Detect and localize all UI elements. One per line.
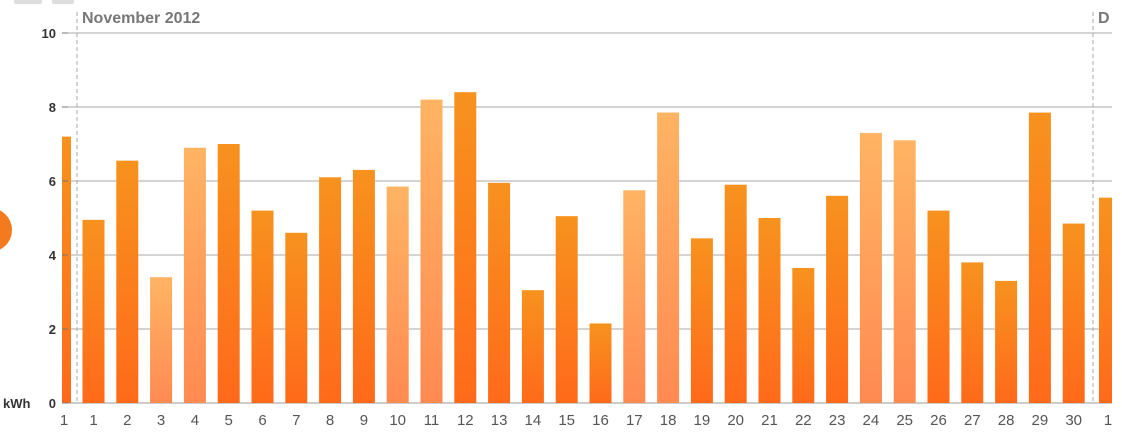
bar-day-3[interactable] bbox=[150, 277, 173, 403]
x-tick-label-18: 18 bbox=[660, 412, 677, 429]
bar-day-28[interactable] bbox=[995, 280, 1018, 403]
prev-period-arrow-icon[interactable] bbox=[0, 208, 12, 252]
bar-day-1[interactable] bbox=[82, 219, 105, 403]
bar-day-29[interactable] bbox=[1028, 112, 1051, 404]
x-tick-label-8: 8 bbox=[326, 412, 334, 429]
bar-next-month[interactable] bbox=[1099, 197, 1112, 403]
toolbar-stub-icon-2 bbox=[52, 0, 74, 4]
y-tick-label-6: 6 bbox=[49, 174, 56, 189]
bar-day-23[interactable] bbox=[826, 195, 849, 403]
bar-day-21[interactable] bbox=[758, 218, 781, 403]
x-tick-label-10: 10 bbox=[389, 412, 406, 429]
x-tick-label-20: 20 bbox=[727, 412, 744, 429]
x-tick-label-1: 1 bbox=[89, 412, 97, 429]
x-tick-label-3: 3 bbox=[157, 412, 165, 429]
x-tick-label-7: 7 bbox=[292, 412, 300, 429]
y-tick-label-8: 8 bbox=[49, 100, 56, 115]
bar-day-16[interactable] bbox=[589, 323, 612, 403]
x-tick-label-25: 25 bbox=[896, 412, 913, 429]
y-axis-ticks: 0 2 4 6 8 10 bbox=[42, 26, 68, 411]
y-tick-label-2: 2 bbox=[49, 322, 56, 337]
x-tick-label-24: 24 bbox=[863, 412, 880, 429]
x-tick-label-19: 19 bbox=[694, 412, 711, 429]
x-tick-label-6: 6 bbox=[258, 412, 266, 429]
bar-prev-month[interactable] bbox=[62, 136, 71, 403]
bar-day-13[interactable] bbox=[488, 182, 511, 403]
bar-day-17[interactable] bbox=[623, 190, 646, 403]
bars bbox=[62, 92, 1112, 404]
bar-day-22[interactable] bbox=[792, 267, 815, 403]
x-tick-label-next: 1 bbox=[1104, 412, 1112, 429]
x-tick-label-27: 27 bbox=[964, 412, 981, 429]
bar-day-6[interactable] bbox=[251, 210, 274, 403]
bar-day-7[interactable] bbox=[285, 232, 308, 403]
bar-day-15[interactable] bbox=[555, 216, 578, 403]
x-tick-label-15: 15 bbox=[558, 412, 575, 429]
month-separators bbox=[76, 12, 1094, 403]
bar-day-20[interactable] bbox=[724, 184, 747, 403]
x-tick-label-14: 14 bbox=[525, 412, 542, 429]
x-tick-label-21: 21 bbox=[761, 412, 778, 429]
y-tick-label-4: 4 bbox=[49, 248, 57, 263]
y-tick-label-10: 10 bbox=[42, 26, 56, 41]
x-tick-label-11: 11 bbox=[424, 412, 440, 429]
x-tick-label-5: 5 bbox=[225, 412, 233, 429]
month-label-november: November 2012 bbox=[82, 10, 200, 27]
month-label-december: D bbox=[1098, 10, 1110, 27]
x-tick-label-30: 30 bbox=[1065, 412, 1082, 429]
bar-day-30[interactable] bbox=[1062, 223, 1085, 403]
bar-day-27[interactable] bbox=[961, 262, 984, 403]
bar-day-25[interactable] bbox=[893, 140, 916, 404]
bar-day-19[interactable] bbox=[690, 238, 713, 403]
y-tick-label-0: 0 bbox=[49, 396, 56, 411]
bar-day-18[interactable] bbox=[657, 112, 680, 404]
x-tick-label-22: 22 bbox=[795, 412, 812, 429]
x-tick-label-23: 23 bbox=[829, 412, 846, 429]
x-tick-label-4: 4 bbox=[191, 412, 199, 429]
bar-day-4[interactable] bbox=[183, 147, 206, 403]
x-tick-label-17: 17 bbox=[626, 412, 643, 429]
x-tick-label-13: 13 bbox=[491, 412, 508, 429]
bar-day-26[interactable] bbox=[927, 210, 950, 403]
x-tick-label-prev: 1 bbox=[60, 412, 68, 429]
x-tick-label-12: 12 bbox=[457, 412, 474, 429]
y-axis-unit-label: kWh bbox=[3, 396, 31, 411]
x-tick-label-28: 28 bbox=[998, 412, 1015, 429]
bar-day-9[interactable] bbox=[352, 169, 375, 403]
toolbar-stub-icon bbox=[14, 0, 42, 4]
bar-day-12[interactable] bbox=[454, 92, 477, 403]
bar-day-24[interactable] bbox=[859, 132, 882, 403]
x-tick-label-2: 2 bbox=[123, 412, 131, 429]
bar-day-5[interactable] bbox=[217, 144, 240, 403]
bar-day-14[interactable] bbox=[521, 290, 544, 403]
x-axis-ticks: 1 1 2 3 4 5 6 7 8 9 10 11 12 13 14 15 16 17 18 19 20 21 22 23 24… bbox=[60, 412, 1112, 429]
bar-day-11[interactable] bbox=[420, 99, 443, 403]
x-tick-label-26: 26 bbox=[930, 412, 947, 429]
bar-day-10[interactable] bbox=[386, 186, 409, 403]
x-tick-label-29: 29 bbox=[1032, 412, 1049, 429]
x-tick-label-9: 9 bbox=[360, 412, 368, 429]
bar-day-2[interactable] bbox=[116, 160, 139, 403]
x-tick-label-16: 16 bbox=[592, 412, 609, 429]
bar-day-8[interactable] bbox=[319, 177, 342, 403]
